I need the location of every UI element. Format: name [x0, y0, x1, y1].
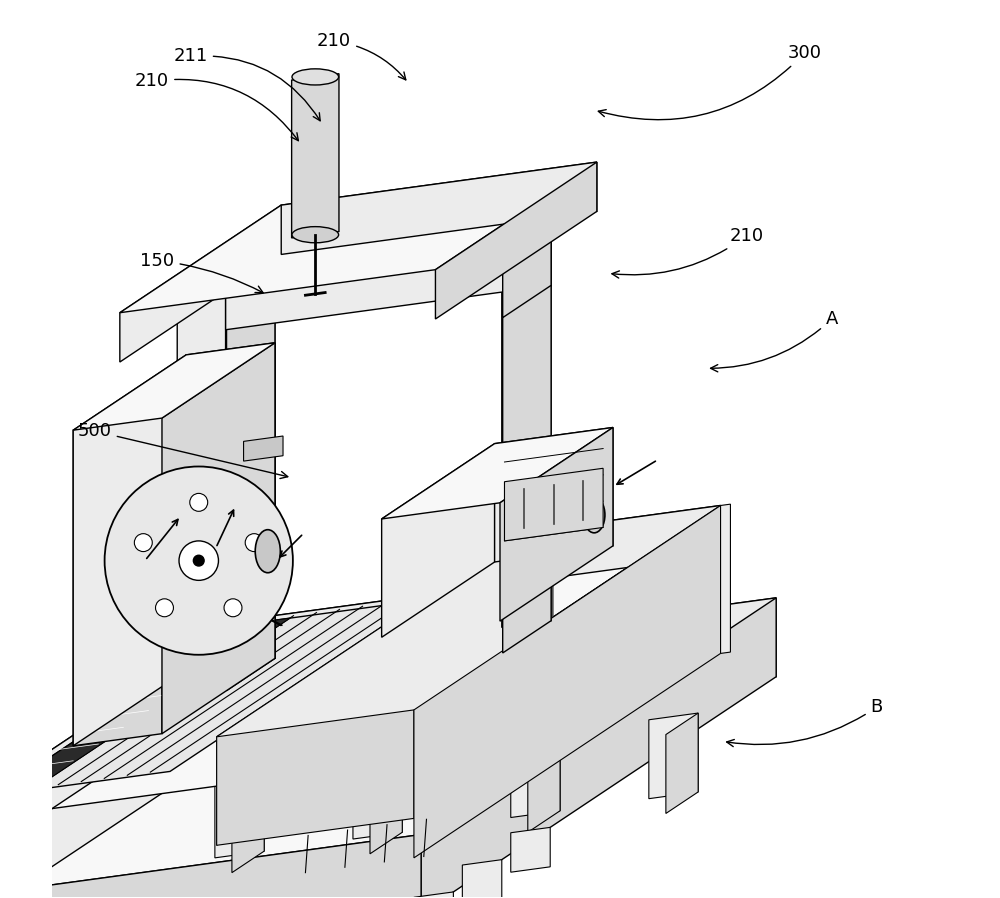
Polygon shape [511, 827, 550, 872]
Polygon shape [73, 355, 186, 745]
Ellipse shape [292, 226, 339, 242]
Polygon shape [226, 226, 551, 330]
Ellipse shape [583, 497, 605, 533]
Polygon shape [73, 418, 162, 745]
Polygon shape [186, 343, 275, 671]
Polygon shape [292, 74, 339, 238]
Polygon shape [0, 599, 428, 796]
Polygon shape [226, 264, 275, 665]
Polygon shape [177, 270, 226, 698]
Polygon shape [177, 264, 275, 303]
Polygon shape [0, 620, 247, 883]
Polygon shape [435, 162, 597, 319]
Polygon shape [217, 506, 721, 737]
Polygon shape [217, 533, 523, 845]
Polygon shape [462, 859, 502, 898]
Circle shape [105, 466, 293, 655]
Polygon shape [227, 264, 275, 691]
Polygon shape [0, 618, 290, 796]
Polygon shape [528, 732, 560, 832]
Text: 210: 210 [135, 73, 298, 141]
Polygon shape [523, 528, 553, 641]
Polygon shape [503, 226, 551, 318]
Polygon shape [244, 436, 283, 461]
Polygon shape [177, 226, 551, 303]
Polygon shape [120, 162, 597, 313]
Polygon shape [511, 732, 560, 817]
Text: 210: 210 [612, 226, 764, 278]
Polygon shape [281, 162, 597, 254]
Polygon shape [721, 504, 730, 654]
Polygon shape [120, 205, 281, 362]
Polygon shape [421, 598, 776, 898]
Polygon shape [414, 506, 721, 858]
Polygon shape [500, 427, 613, 621]
Polygon shape [215, 772, 264, 858]
Text: 500: 500 [78, 422, 288, 479]
Ellipse shape [255, 530, 280, 573]
Circle shape [179, 541, 218, 580]
Polygon shape [666, 713, 698, 814]
Text: B: B [727, 699, 883, 746]
Circle shape [190, 493, 208, 511]
Polygon shape [503, 226, 551, 653]
Polygon shape [0, 834, 421, 898]
Polygon shape [414, 555, 721, 818]
Polygon shape [247, 555, 721, 679]
Circle shape [134, 533, 152, 551]
Polygon shape [162, 343, 275, 734]
Polygon shape [73, 343, 275, 430]
Polygon shape [414, 506, 721, 759]
Polygon shape [502, 226, 551, 628]
Ellipse shape [292, 69, 339, 85]
Polygon shape [0, 555, 721, 823]
Text: 210: 210 [317, 32, 406, 80]
Text: A: A [711, 310, 838, 372]
Text: 211: 211 [174, 48, 320, 120]
Polygon shape [523, 506, 721, 582]
Text: 300: 300 [598, 44, 822, 119]
Polygon shape [224, 598, 776, 752]
Polygon shape [0, 674, 224, 898]
Polygon shape [370, 753, 402, 854]
Polygon shape [414, 892, 453, 898]
Polygon shape [217, 710, 414, 845]
Polygon shape [453, 226, 551, 265]
Polygon shape [382, 444, 495, 638]
Polygon shape [382, 427, 613, 519]
Polygon shape [353, 753, 402, 839]
Polygon shape [0, 598, 776, 898]
Circle shape [193, 555, 204, 566]
Polygon shape [495, 427, 613, 562]
Text: 150: 150 [140, 251, 263, 293]
Circle shape [224, 599, 242, 617]
Circle shape [245, 533, 263, 551]
Polygon shape [504, 468, 603, 541]
Polygon shape [232, 772, 264, 873]
Polygon shape [649, 713, 698, 798]
Circle shape [156, 599, 173, 617]
